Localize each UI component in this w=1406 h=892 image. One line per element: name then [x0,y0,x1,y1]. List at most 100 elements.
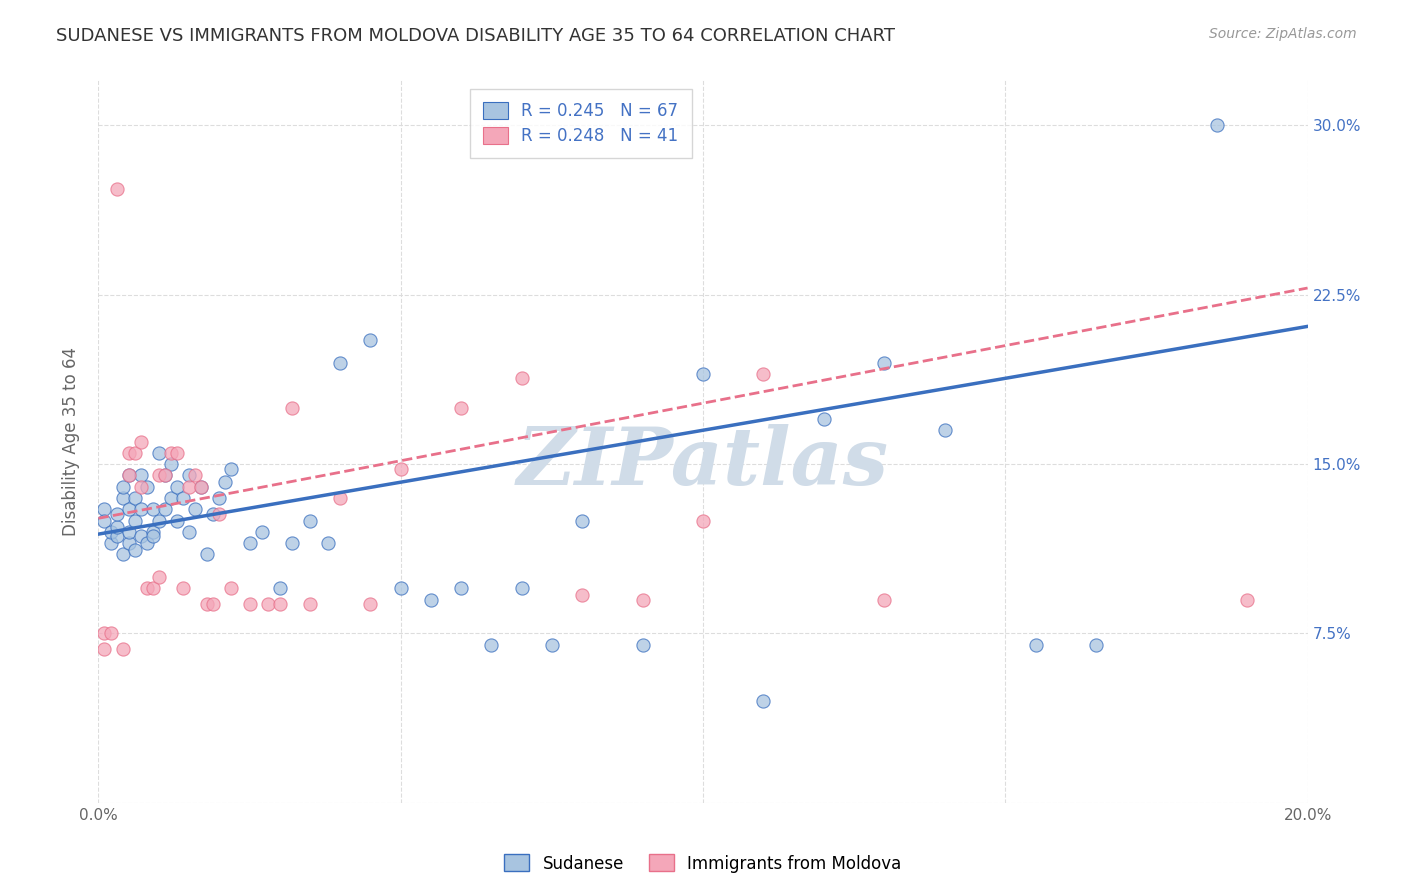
Point [190,480,212,494]
Point [1206,119,1229,133]
Point [124,542,146,557]
Point [329,355,352,369]
Point [160,457,183,471]
Point [873,355,896,369]
Point [184,468,207,483]
Point [1024,638,1046,652]
Point [129,468,152,483]
Point [135,536,157,550]
Text: SUDANESE VS IMMIGRANTS FROM MOLDOVA DISABILITY AGE 35 TO 64 CORRELATION CHART: SUDANESE VS IMMIGRANTS FROM MOLDOVA DISA… [56,27,896,45]
Point [129,529,152,543]
Point [389,582,412,596]
Point [93,502,115,516]
Point [208,507,231,521]
Point [93,642,115,657]
Point [118,536,141,550]
Point [172,491,194,505]
Point [118,502,141,516]
Point [389,461,412,475]
Point [813,412,835,426]
Legend: R = 0.245   N = 67, R = 0.248   N = 41: R = 0.245 N = 67, R = 0.248 N = 41 [470,88,692,158]
Point [129,480,152,494]
Point [100,536,122,550]
Point [631,638,654,652]
Point [160,446,183,460]
Point [118,468,141,483]
Y-axis label: Disability Age 35 to 64: Disability Age 35 to 64 [62,347,80,536]
Point [142,582,165,596]
Point [256,597,278,611]
Point [100,626,122,640]
Point [873,592,896,607]
Legend: Sudanese, Immigrants from Moldova: Sudanese, Immigrants from Moldova [498,847,908,880]
Point [100,524,122,539]
Point [208,491,231,505]
Point [360,333,382,347]
Point [631,592,654,607]
Point [135,480,157,494]
Point [360,597,382,611]
Point [118,446,141,460]
Point [111,480,134,494]
Point [105,529,128,543]
Point [118,468,141,483]
Point [105,520,128,534]
Point [420,592,443,607]
Point [124,491,146,505]
Point [148,514,170,528]
Point [148,468,170,483]
Point [214,475,236,490]
Point [692,514,714,528]
Point [118,524,141,539]
Point [148,570,170,584]
Point [202,597,225,611]
Point [166,480,188,494]
Point [105,181,128,195]
Point [329,491,352,505]
Point [299,597,322,611]
Text: ZIPatlas: ZIPatlas [517,425,889,502]
Point [1236,592,1258,607]
Point [93,514,115,528]
Point [752,694,775,708]
Point [148,446,170,460]
Point [153,468,176,483]
Point [184,502,207,516]
Point [179,468,201,483]
Point [124,446,146,460]
Point [752,367,775,381]
Point [692,367,714,381]
Point [160,491,183,505]
Point [571,588,593,602]
Point [510,582,533,596]
Point [166,514,188,528]
Point [129,434,152,449]
Point [142,529,165,543]
Point [281,536,304,550]
Point [153,468,176,483]
Point [450,401,472,415]
Point [124,514,146,528]
Point [510,371,533,385]
Point [195,548,218,562]
Point [221,582,243,596]
Point [93,626,115,640]
Point [111,491,134,505]
Point [450,582,472,596]
Point [142,502,165,516]
Point [316,536,339,550]
Point [239,597,262,611]
Point [269,597,291,611]
Point [269,582,291,596]
Point [195,597,218,611]
Point [179,524,201,539]
Point [153,502,176,516]
Point [934,423,956,437]
Point [299,514,322,528]
Point [142,524,165,539]
Point [172,582,194,596]
Point [540,638,562,652]
Point [129,502,152,516]
Point [571,514,593,528]
Text: Source: ZipAtlas.com: Source: ZipAtlas.com [1209,27,1357,41]
